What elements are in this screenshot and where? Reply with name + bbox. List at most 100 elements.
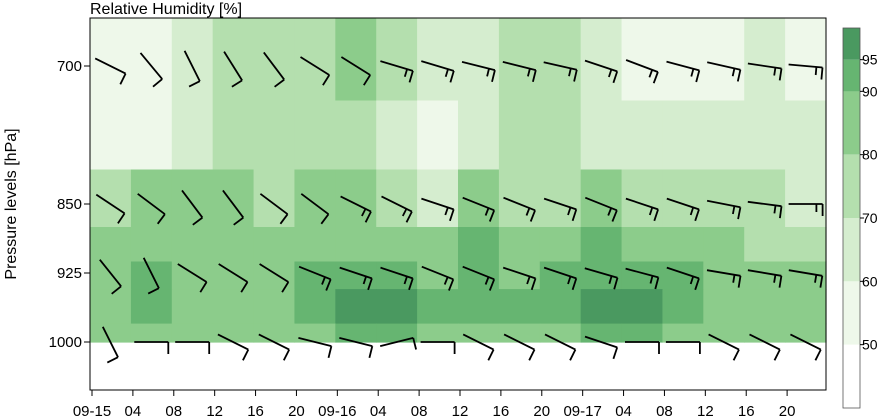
x-tick-label: 16	[247, 403, 264, 418]
heat-cell	[294, 289, 336, 325]
heat-cell	[621, 18, 664, 102]
wind-barb	[139, 52, 163, 88]
wind-barb	[462, 333, 495, 361]
heat-cell	[744, 100, 786, 171]
colorbar-tick-label: 50	[862, 337, 878, 353]
heat-cell	[703, 100, 745, 171]
heat-cell	[539, 18, 582, 102]
heat-cell	[90, 100, 132, 171]
y-axis-label: Pressure levels [hPa]	[3, 128, 20, 279]
wind-barb	[183, 50, 201, 88]
heat-cell	[376, 289, 418, 325]
wind-barb	[543, 61, 578, 82]
heat-cell	[703, 18, 745, 102]
heat-cell	[90, 289, 132, 325]
heat-cell	[785, 323, 827, 343]
wind-barb	[503, 333, 536, 361]
heat-cell	[253, 18, 296, 102]
heat-cell	[171, 18, 214, 102]
heat-cell	[253, 100, 296, 171]
wind-barb	[665, 341, 701, 354]
y-tick-label: 850	[57, 196, 82, 213]
wind-barb	[625, 197, 659, 222]
wind-barb	[625, 341, 660, 354]
heat-cell	[621, 227, 664, 263]
wind-barb	[502, 61, 537, 83]
heat-cell	[130, 18, 173, 102]
wind-barb	[340, 56, 371, 86]
wind-barb	[379, 337, 417, 350]
heat-cell	[171, 289, 214, 325]
wind-barb	[503, 196, 536, 222]
heat-cell	[294, 323, 336, 343]
wind-barb	[584, 267, 619, 290]
heat-cell	[417, 261, 459, 290]
heat-cell	[785, 227, 827, 263]
wind-barb	[584, 59, 619, 84]
colorbar-tick-label: 95	[862, 52, 878, 68]
wind-barb	[298, 337, 333, 359]
heat-cell	[580, 323, 623, 343]
heat-cell	[335, 169, 377, 228]
heat-cell	[662, 18, 704, 102]
wind-barb	[94, 57, 127, 85]
y-tick-label: 700	[57, 58, 82, 75]
heat-cell	[335, 100, 377, 171]
wind-barb	[544, 333, 577, 361]
wind-barb	[258, 333, 291, 361]
heat-cell	[294, 169, 336, 228]
colorbar-segment	[843, 154, 860, 218]
wind-barb	[339, 266, 373, 291]
heat-cell	[662, 323, 704, 343]
heat-cell	[458, 100, 500, 171]
heat-cell	[376, 18, 418, 102]
wind-barb	[788, 63, 824, 80]
heat-cell	[498, 323, 541, 343]
heat-cell	[662, 289, 704, 325]
x-tick-label: 12	[452, 403, 469, 418]
heat-cell	[90, 169, 132, 228]
wind-barb	[543, 266, 578, 291]
wind-barb	[747, 62, 783, 81]
heat-cell	[417, 323, 459, 343]
heat-cell	[744, 227, 786, 263]
x-tick-label: 09-16	[318, 403, 356, 418]
heat-cell	[539, 289, 582, 325]
chart-title: Relative Humidity [%]	[90, 1, 242, 18]
heat-cell	[376, 227, 418, 263]
heat-cell	[662, 227, 704, 263]
heat-cell	[130, 169, 173, 228]
heat-cell	[458, 227, 500, 263]
heat-cell	[744, 169, 786, 228]
colorbar-segment	[843, 28, 860, 60]
heat-cell	[458, 261, 500, 290]
heat-cell	[171, 323, 214, 343]
heat-cell	[580, 289, 623, 325]
wind-barb	[177, 263, 208, 293]
heat-cell	[212, 227, 255, 263]
heat-cell	[621, 323, 664, 343]
x-tick-label: 20	[288, 403, 305, 418]
wind-barb	[789, 333, 822, 361]
colorbar-segment	[843, 218, 860, 282]
wind-barb	[223, 51, 243, 88]
wind-barb	[298, 265, 332, 291]
wind-barb	[134, 341, 170, 354]
x-tick-label: 09-17	[563, 403, 601, 418]
heat-cell	[335, 18, 377, 102]
wind-barb	[381, 195, 413, 223]
wind-barb	[788, 269, 824, 288]
heat-cell	[130, 289, 173, 325]
heat-cell	[335, 261, 377, 290]
heat-cell	[212, 100, 255, 171]
heat-cell	[335, 289, 377, 325]
wind-barb	[421, 60, 455, 83]
heat-cell	[458, 18, 500, 102]
x-tick-label: 12	[697, 403, 714, 418]
wind-barb	[625, 267, 660, 290]
y-tick-label: 925	[57, 265, 82, 282]
wind-barb	[217, 333, 250, 361]
heat-cell	[171, 261, 214, 290]
heat-cell	[253, 323, 296, 343]
